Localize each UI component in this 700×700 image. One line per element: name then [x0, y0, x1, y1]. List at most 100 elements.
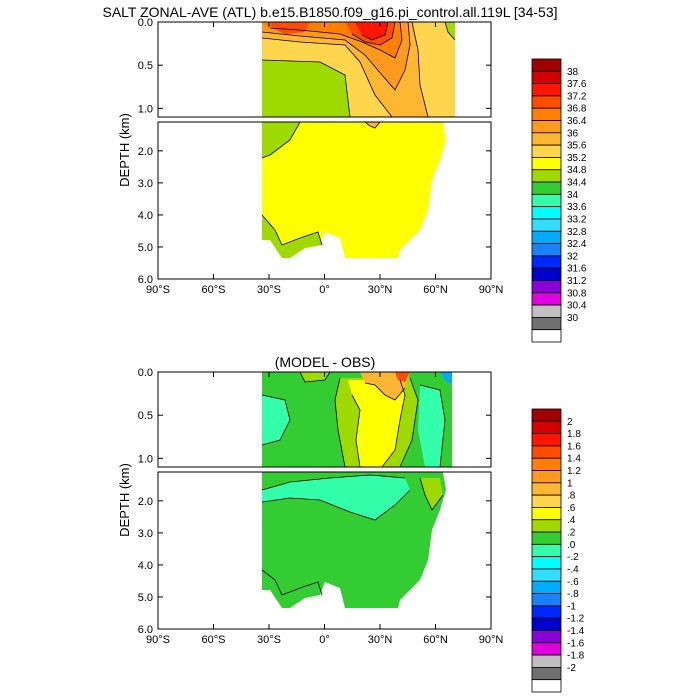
y-tick-label: 0.0	[138, 367, 153, 379]
y-tick-label: 4.0	[138, 210, 153, 222]
chart-2-title: (MODEL - OBS)	[275, 354, 376, 370]
y-tick-label: 0.5	[138, 60, 153, 72]
colorbar-swatch	[531, 556, 562, 570]
colorbar-swatch	[531, 280, 562, 294]
x-tick-label: 60°N	[423, 284, 448, 296]
colorbar-swatch	[531, 408, 562, 422]
colorbar-swatch	[531, 83, 562, 97]
colorbar-swatch	[531, 531, 562, 545]
c1-low-green-tongue	[262, 215, 322, 258]
chart-1-contours	[261, 22, 456, 117]
colorbar-swatch	[531, 292, 562, 306]
colorbar-swatch	[531, 267, 562, 281]
chart-1-lower-field	[158, 122, 491, 279]
colorbar-swatch	[531, 206, 562, 220]
colorbar-swatch	[531, 120, 562, 134]
colorbar-swatch	[531, 132, 562, 146]
x-tick-label: 90°N	[479, 284, 504, 296]
colorbar-swatch	[531, 445, 562, 459]
c2-fill-cyan-south	[262, 395, 290, 445]
y-tick-label: 2.0	[138, 496, 153, 508]
x-tick-label: 0°	[319, 284, 330, 296]
x-tick-label: 90°N	[479, 634, 504, 646]
colorbar-swatch	[531, 420, 562, 435]
chart-1-ylabel: DEPTH (km)	[117, 113, 132, 187]
colorbar-label: 36	[567, 128, 579, 139]
colorbar-swatch	[531, 507, 562, 521]
x-tick-label: 60°S	[202, 284, 226, 296]
c2-low-cyan	[262, 475, 410, 520]
colorbar-swatch	[531, 482, 562, 496]
colorbar-label: .6	[567, 503, 576, 514]
y-tick-label: 5.0	[138, 592, 153, 604]
colorbar-swatch	[531, 580, 562, 594]
colorbar-swatch	[531, 157, 562, 171]
colorbar-label: 1.8	[567, 429, 581, 440]
colorbar-label: -1.4	[567, 626, 585, 637]
y-tick-label: 5.0	[138, 242, 153, 254]
y-tick-label: 1.0	[138, 453, 153, 465]
chart-2-axes: 90°S 60°S 30°S 0° 30°N 60°N 90°N 0.0 0.5 1.0 2.0 3.…	[138, 367, 504, 646]
c1-fill-red-west	[270, 22, 310, 34]
colorbar-swatch	[531, 494, 562, 508]
colorbar-label: 30	[567, 313, 579, 324]
colorbar-label: -1.6	[567, 638, 585, 649]
c2-fill-orange	[360, 372, 410, 400]
colorbar-swatch	[531, 243, 562, 257]
x-tick-label: 30°S	[257, 284, 281, 296]
colorbar-label: -.4	[567, 564, 579, 575]
y-tick-label: 1.0	[138, 103, 153, 115]
y-tick-label: 0.0	[138, 17, 153, 29]
colorbar-swatch	[531, 144, 562, 158]
colorbar-label: 36.8	[567, 104, 587, 115]
colorbar-label: .2	[567, 528, 576, 539]
chart-1-title: SALT ZONAL-AVE (ATL) b.e15.B1850.f09_g16…	[102, 4, 557, 20]
x-tick-label: 30°S	[257, 634, 281, 646]
colorbar-swatch	[531, 568, 562, 582]
colorbar-label: 33.6	[567, 202, 587, 213]
c2-fill-lightgreen-west	[300, 372, 330, 382]
c1-low-green-south	[262, 122, 300, 158]
c2-low-green	[262, 472, 446, 608]
y-tick-label: 6.0	[138, 624, 153, 636]
x-tick-label: 90°S	[146, 634, 170, 646]
colorbar-label: 1.6	[567, 441, 581, 452]
colorbar-label: 30.8	[567, 288, 587, 299]
c2-fill-blue-ne	[440, 372, 452, 385]
colorbar-swatch	[531, 218, 562, 232]
colorbar-swatch	[531, 230, 562, 244]
colorbar-label: .4	[567, 515, 576, 526]
chart-1-upper-field	[158, 22, 491, 117]
colorbar-swatch	[531, 457, 562, 471]
chart-1-contours-lower	[261, 122, 381, 246]
colorbar-label: .0	[567, 540, 576, 551]
y-tick-label: 3.0	[138, 178, 153, 190]
colorbar-swatch	[531, 316, 562, 331]
colorbar-label: 34.4	[567, 178, 587, 189]
colorbar-label: 34	[567, 190, 579, 201]
chart-2-contours-lower	[261, 474, 444, 596]
colorbar-label: -1.2	[567, 614, 585, 625]
colorbar-swatch	[531, 169, 562, 183]
colorbar-label: 32	[567, 251, 579, 262]
colorbar-label: 35.6	[567, 141, 587, 152]
colorbar-label: 37.6	[567, 79, 587, 90]
chart-1: SALT ZONAL-AVE (ATL) b.e15.B1850.f09_g16…	[102, 4, 587, 343]
c2-fill-cyan-north	[418, 385, 445, 467]
c1-fill-green-south	[262, 60, 350, 117]
colorbar-swatch	[531, 617, 562, 631]
chart-1-axes: 90°S 60°S 30°S 0° 30°N 60°N 90°N 0.0 0.5 1.0 2.0 3.…	[138, 17, 504, 296]
chart-2-colorbar: 21.81.61.41.21.8.6.4.2.0-.2-.4-.6-.8-1-1…	[531, 408, 585, 693]
colorbar-swatch	[531, 193, 562, 208]
chart-2-upper-field	[158, 372, 491, 467]
y-tick-label: 2.0	[138, 146, 153, 158]
colorbar-label: 38	[567, 67, 579, 78]
colorbar-swatch	[531, 107, 562, 121]
y-tick-label: 3.0	[138, 528, 153, 540]
c2-fill-red	[395, 372, 410, 382]
colorbar-label: .8	[567, 491, 576, 502]
colorbar-swatch	[531, 654, 562, 668]
colorbar-label: 1.4	[567, 454, 581, 465]
colorbar-label: 1.2	[567, 466, 581, 477]
colorbar-label: -.6	[567, 577, 579, 588]
